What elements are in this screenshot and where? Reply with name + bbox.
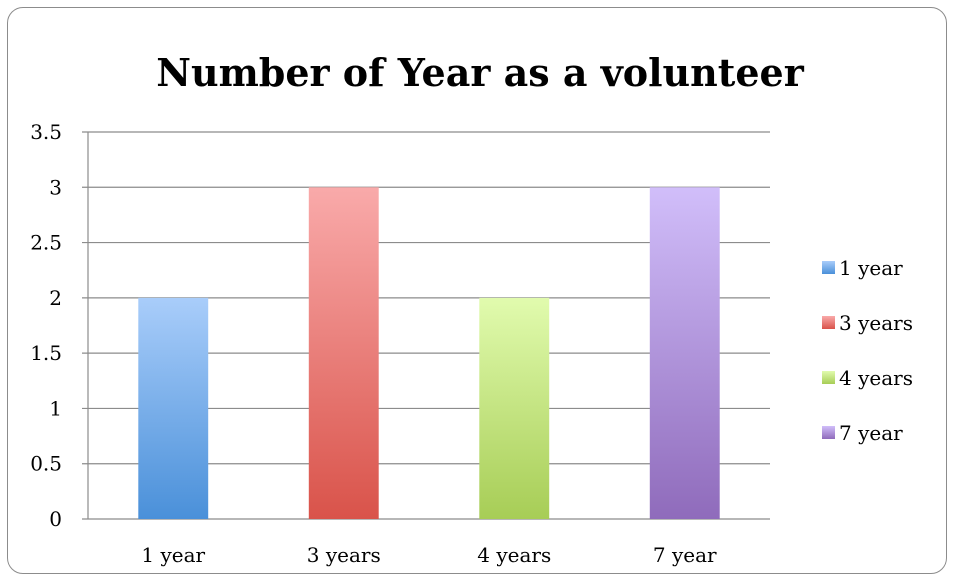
y-tick-label: 0 [49,507,62,531]
y-tick-label: 2 [49,286,62,310]
legend-swatch [822,316,835,329]
bar-4-years [479,297,550,519]
legend-swatch [822,261,835,274]
legend-swatch [822,426,835,439]
x-tick-label: 1 year [141,543,205,567]
x-tick-label: 3 years [307,543,381,567]
x-axis-ticks: 1 year 3 years 4 years 7 year [141,543,717,567]
bar-1-year [138,297,209,519]
y-tick-label: 3 [49,175,62,199]
chart-title: Number of Year as a volunteer [156,50,804,95]
y-axis-ticks: 0 0.5 1 1.5 2 2.5 3 3.5 [30,120,62,531]
y-tick-label: 3.5 [30,120,62,144]
bar-7-year [649,187,720,520]
bar-3-years [308,187,379,520]
legend-swatch [822,371,835,384]
legend-label: 4 years [839,366,913,390]
y-tick-label: 1.5 [30,341,62,365]
legend-label: 1 year [839,256,903,280]
bars [138,187,720,520]
legend-label: 7 year [839,421,903,445]
legend-label: 3 years [839,311,913,335]
x-tick-label: 7 year [653,543,717,567]
y-tick-label: 2.5 [30,231,62,255]
x-tick-label: 4 years [477,543,551,567]
y-tick-label: 0.5 [30,452,62,476]
legend: 1 year 3 years 4 years 7 year [822,256,913,445]
y-tick-label: 1 [49,396,62,420]
